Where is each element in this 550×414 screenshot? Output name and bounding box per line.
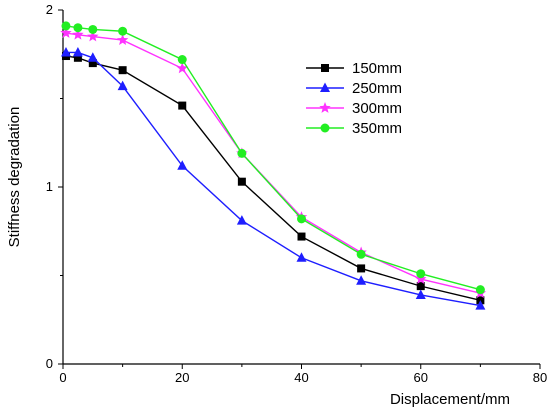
- data-point: [61, 21, 71, 31]
- data-point: [357, 264, 366, 273]
- series-line: [65, 51, 481, 307]
- series-350mm: [61, 21, 485, 295]
- legend-marker: [320, 123, 330, 133]
- legend-item: 350mm: [306, 120, 402, 137]
- legend-label: 300mm: [352, 100, 402, 117]
- data-point: [416, 269, 426, 279]
- data-point: [72, 28, 84, 40]
- axes: 0 20 40 60 80 0 1 2: [46, 2, 547, 385]
- data-point: [475, 300, 486, 310]
- data-point: [415, 289, 426, 299]
- data-point: [118, 66, 127, 75]
- legend-label: 250mm: [352, 80, 402, 97]
- series-line: [65, 32, 481, 294]
- data-point: [116, 34, 129, 45]
- legend-marker: [321, 64, 329, 72]
- data-point: [176, 62, 188, 74]
- x-tick-label: 20: [175, 370, 189, 385]
- data-point: [356, 275, 367, 285]
- x-tick-label: 0: [59, 370, 66, 385]
- legend-label: 350mm: [352, 120, 402, 137]
- legend-item: 150mm: [306, 60, 402, 77]
- data-point: [73, 53, 82, 62]
- data-point: [88, 59, 97, 68]
- data-point: [237, 177, 246, 186]
- y-tick-label: 0: [46, 356, 53, 371]
- legend-marker: [319, 102, 331, 113]
- data-point: [72, 46, 83, 57]
- series-250mm: [60, 46, 486, 310]
- legend: 150mm 250mm 300mm 350mm: [306, 60, 402, 137]
- series-line: [65, 25, 481, 291]
- legend-item: 300mm: [306, 100, 402, 117]
- data-point: [297, 214, 306, 224]
- data-point: [296, 252, 307, 262]
- y-tick-label: 1: [46, 179, 53, 194]
- data-point: [475, 285, 485, 295]
- x-axis-label: Displacement/mm: [390, 391, 510, 408]
- data-point: [60, 46, 71, 57]
- data-point: [60, 27, 72, 38]
- data-point: [178, 101, 187, 110]
- data-point: [356, 249, 366, 259]
- x-tick-label: 60: [414, 370, 428, 385]
- series-layer: [60, 21, 487, 310]
- y-axis-label: Stiffness degradation: [6, 107, 23, 248]
- legend-item: 250mm: [306, 80, 402, 97]
- data-point: [88, 24, 98, 34]
- y-tick-label: 2: [46, 2, 53, 17]
- series-line: [65, 55, 481, 301]
- x-tick-label: 40: [294, 370, 308, 385]
- legend-label: 150mm: [352, 60, 402, 77]
- data-point: [415, 273, 427, 284]
- data-point: [237, 148, 247, 158]
- data-point: [118, 26, 128, 36]
- legend-marker: [320, 82, 330, 92]
- data-point: [297, 232, 306, 241]
- data-point: [177, 160, 188, 170]
- data-point: [236, 215, 247, 225]
- data-point: [177, 55, 187, 65]
- data-point: [87, 30, 99, 42]
- data-point: [117, 80, 128, 91]
- data-point: [416, 282, 425, 291]
- data-point: [73, 23, 83, 33]
- data-point: [87, 52, 98, 62]
- x-tick-label: 80: [533, 370, 547, 385]
